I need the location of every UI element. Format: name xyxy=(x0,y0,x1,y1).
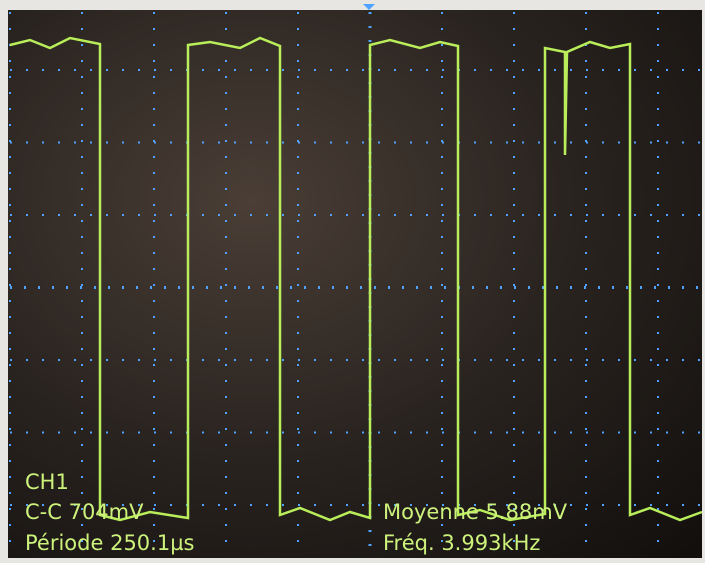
channel-label: CH1 xyxy=(25,470,69,494)
mean-readout: Moyenne 5.88mV xyxy=(383,500,568,524)
frequency-readout: Fréq. 3.993kHz xyxy=(383,531,540,555)
oscilloscope-photo: CH1 C-C 704mV Période 250.1µs Moyenne 5.… xyxy=(0,0,705,563)
peak-to-peak-readout: C-C 704mV xyxy=(25,500,144,524)
screen xyxy=(8,10,702,558)
period-readout: Période 250.1µs xyxy=(25,531,195,555)
